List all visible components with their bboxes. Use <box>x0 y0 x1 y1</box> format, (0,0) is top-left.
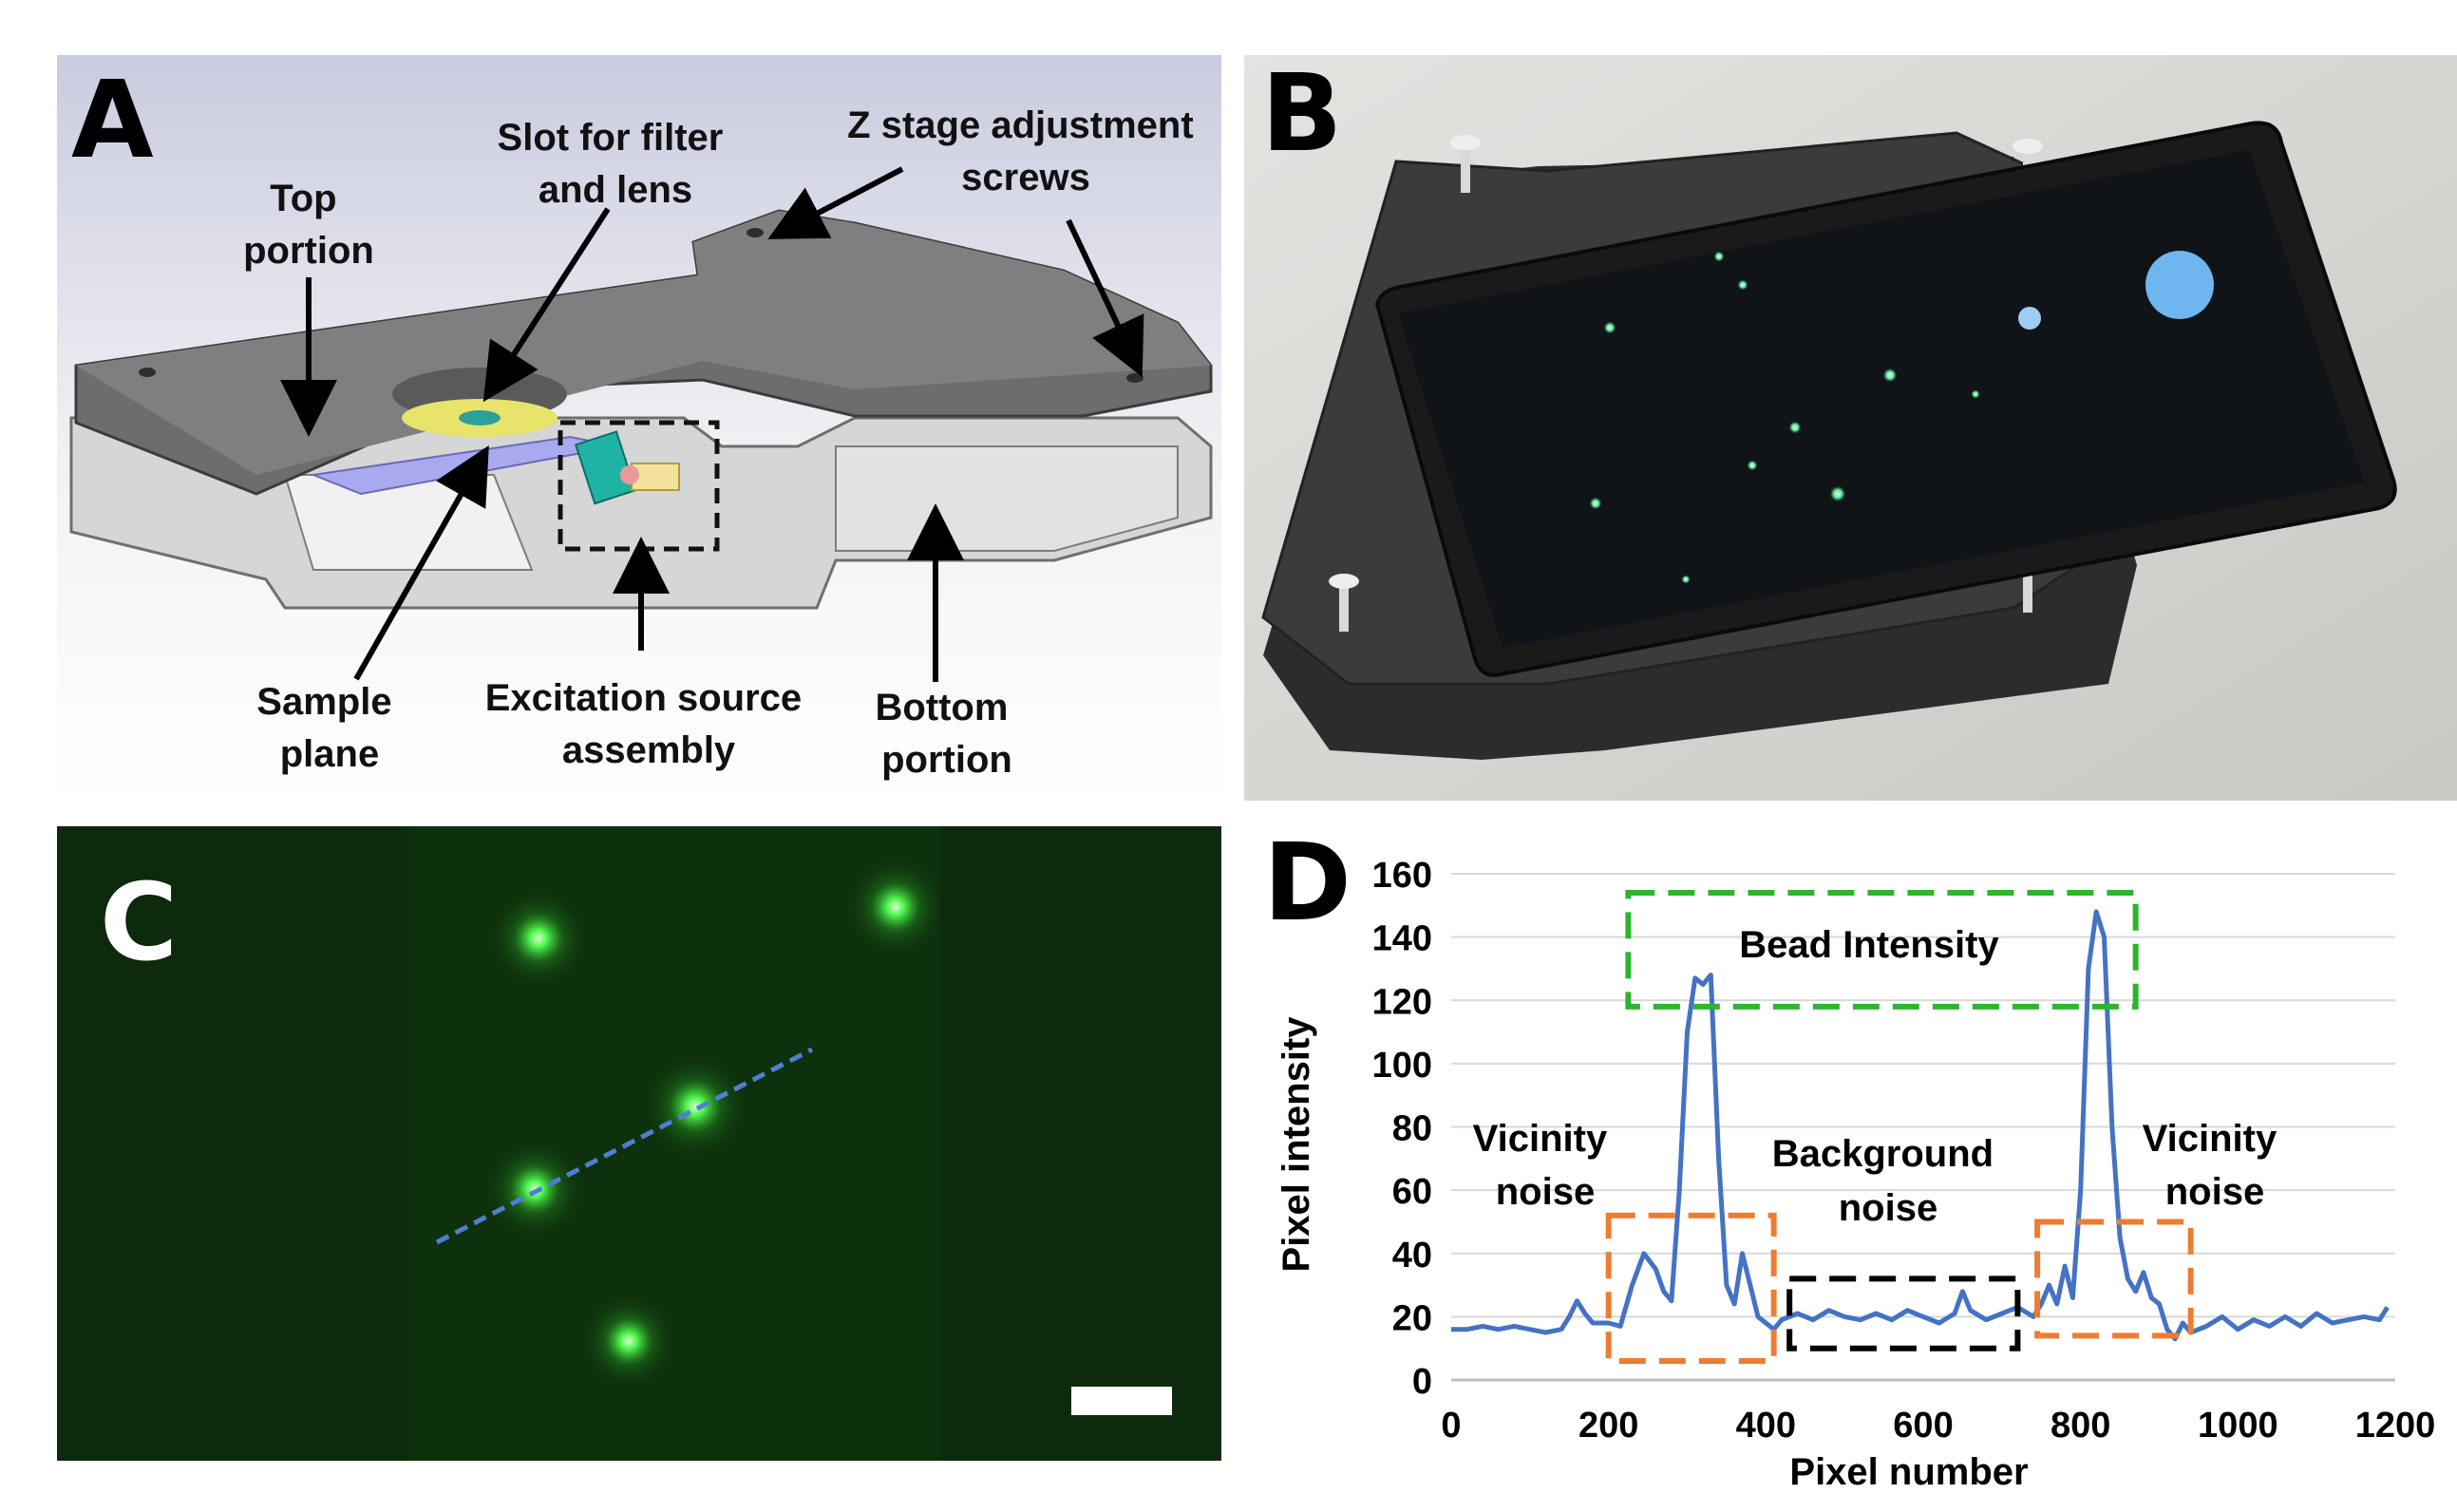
panel-b: B <box>1244 52 2457 801</box>
panel-d-letter: D <box>1263 822 1351 945</box>
arrow-slot <box>482 207 611 403</box>
y-tick-label: 0 <box>1412 1362 1432 1402</box>
scale-bar <box>1071 1387 1172 1415</box>
chart-yticks: 0 20 40 60 80 100 120 140 160 <box>1372 856 1432 1402</box>
label-z-stage-screws: Z stage adjustment screws <box>847 104 1204 198</box>
vicinity-noise-box-left <box>1605 1212 1777 1365</box>
phone-bead-dots <box>1589 251 1980 584</box>
vicinity-noise-label-left: Vicinity noise <box>1473 1118 1618 1213</box>
x-axis-title: Pixel number <box>1789 1451 2028 1493</box>
panel-a-letter: A <box>71 59 154 182</box>
y-tick-label: 40 <box>1392 1236 1432 1276</box>
screw-hole <box>1126 373 1143 383</box>
label-top-portion: Top portion <box>243 178 374 272</box>
arrow-z-stage-left <box>767 166 904 239</box>
y-tick-label: 120 <box>1372 982 1432 1022</box>
background-noise-label: Background noise <box>1772 1133 2004 1229</box>
vicinity-noise-label-right: Vicinity noise <box>2143 1118 2288 1213</box>
x-tick-label: 600 <box>1893 1406 1953 1446</box>
mount-pin <box>1329 574 1359 632</box>
bead-intensity-box <box>1625 889 2139 1010</box>
arrow-sample-plane <box>353 444 489 681</box>
panel-c-letter: C <box>100 861 178 985</box>
chart-xticks: 0 200 400 600 800 1000 1200 <box>1441 1406 2435 1446</box>
y-tick-label: 140 <box>1372 919 1432 959</box>
intensity-series-line <box>1451 909 2390 1342</box>
x-tick-label: 400 <box>1736 1406 1796 1446</box>
label-bottom-portion: Bottom portion <box>875 687 1018 781</box>
x-tick-label: 200 <box>1578 1406 1638 1446</box>
mount-pin <box>1450 135 1481 193</box>
screw-hole <box>139 368 156 377</box>
excitation-assembly <box>574 430 680 505</box>
background-noise-box <box>1786 1276 2021 1351</box>
x-tick-label: 0 <box>1441 1406 1461 1446</box>
panel-b-letter: B <box>1261 52 1342 176</box>
label-slot-filter-lens: Slot for filter and lens <box>498 117 734 211</box>
bead-intensity-label: Bead Intensity <box>1739 924 1999 966</box>
y-tick-label: 80 <box>1392 1109 1432 1149</box>
device-top-face <box>76 211 1211 475</box>
excitation-highlight-box <box>558 420 720 552</box>
lens <box>459 410 501 425</box>
label-sample-plane: Sample plane <box>256 681 402 775</box>
x-tick-label: 1200 <box>2355 1406 2436 1446</box>
panel-d: D 0 20 40 60 80 100 120 140 160 0 200 400 600 800 100… <box>1263 822 2435 1493</box>
y-tick-label: 160 <box>1372 856 1432 896</box>
phone-shutter-button <box>2145 251 2214 319</box>
fluorescent-beads <box>485 858 945 1389</box>
phone-screen <box>1398 150 2365 648</box>
label-excitation-assembly: Excitation source assembly <box>485 677 813 771</box>
device-bottom-inner <box>283 474 534 571</box>
x-tick-label: 1000 <box>2198 1406 2278 1446</box>
y-tick-label: 100 <box>1372 1046 1432 1086</box>
x-tick-label: 800 <box>2051 1406 2110 1446</box>
y-tick-label: 20 <box>1392 1298 1432 1338</box>
vicinity-noise-box-right <box>2034 1219 2194 1339</box>
phone-ui-dot <box>2018 307 2041 330</box>
panel-c: C <box>57 826 1221 1461</box>
arrow-z-stage-right <box>1066 218 1144 378</box>
y-axis-title: Pixel intensity <box>1276 1016 1317 1273</box>
line-profile <box>435 1047 814 1245</box>
y-tick-label: 60 <box>1392 1172 1432 1212</box>
panel-a: A Top portion Slot for filter and lens Z… <box>57 55 1221 801</box>
screw-hole <box>747 228 764 237</box>
